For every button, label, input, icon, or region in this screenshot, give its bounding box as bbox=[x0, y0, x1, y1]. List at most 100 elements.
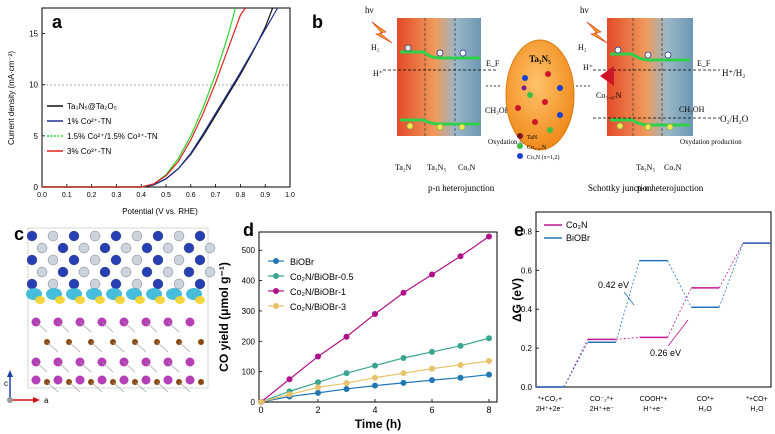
series-line-a-1 bbox=[42, 7, 279, 188]
atom bbox=[119, 375, 129, 385]
charge-density bbox=[75, 296, 85, 304]
atom bbox=[162, 266, 174, 278]
atom bbox=[152, 278, 164, 290]
holes-left bbox=[406, 122, 466, 131]
bond bbox=[178, 381, 191, 393]
bond bbox=[68, 381, 81, 393]
atom bbox=[57, 266, 69, 278]
data-point-d bbox=[343, 385, 350, 392]
panel-b: b H₂ H⁺ E_F CH₃OH Oxydation production T… bbox=[312, 5, 749, 193]
legend-marker-d bbox=[273, 288, 279, 294]
bond bbox=[68, 341, 81, 353]
bond bbox=[123, 361, 136, 373]
charge-density bbox=[195, 296, 205, 304]
energy-connector-0 bbox=[667, 287, 692, 338]
left-conduction-band bbox=[400, 50, 480, 60]
lightning-icon-right bbox=[586, 21, 608, 44]
label-coxn-left: CoₓN bbox=[458, 163, 476, 172]
label-ef-right: E_F bbox=[697, 59, 711, 68]
bond bbox=[90, 341, 103, 353]
x-tick-label-d: 6 bbox=[429, 405, 434, 415]
atom bbox=[173, 278, 185, 290]
label-h2-left: H₂ bbox=[371, 43, 380, 52]
atom bbox=[141, 266, 153, 278]
atom bbox=[47, 254, 59, 266]
axis-origin bbox=[7, 397, 13, 403]
y-tick-label-e: 0.6 bbox=[521, 266, 533, 275]
data-point-d bbox=[486, 371, 492, 378]
axis-ylabel-e: ΔG (eV) bbox=[510, 278, 524, 322]
charge-density bbox=[115, 296, 125, 304]
y-tick-label-d: 500 bbox=[242, 246, 256, 255]
annotation-026-arrow bbox=[667, 319, 689, 347]
ta3n5-particle bbox=[505, 39, 575, 151]
atom bbox=[194, 278, 206, 290]
atom bbox=[194, 254, 206, 266]
energy-connector-0 bbox=[718, 242, 744, 289]
atom bbox=[110, 278, 122, 290]
label-schottky: Schottky junction bbox=[588, 183, 652, 193]
label-h2-right: H₂ bbox=[578, 43, 587, 52]
atom bbox=[110, 230, 122, 242]
x-tick-label-a: 0.3 bbox=[112, 192, 122, 199]
data-point-d bbox=[258, 399, 264, 405]
atom bbox=[36, 242, 48, 254]
atom bbox=[57, 242, 69, 254]
bond bbox=[57, 361, 70, 373]
atom bbox=[152, 230, 164, 242]
category-label-e: *+CO₂+ bbox=[538, 396, 562, 403]
schottky-barrier bbox=[600, 66, 614, 86]
x-tick-label-a: 0.7 bbox=[211, 192, 221, 199]
atom bbox=[198, 339, 204, 345]
y-tick-label-e: 0.0 bbox=[521, 383, 533, 392]
label-ta2n: Ta₂N bbox=[395, 163, 412, 172]
y-tick-label-d: 100 bbox=[242, 368, 256, 377]
plot-a-frame bbox=[41, 7, 291, 188]
atom bbox=[68, 254, 80, 266]
data-point-d bbox=[457, 253, 464, 260]
y-tick-label-a: 5 bbox=[34, 132, 39, 141]
atom bbox=[183, 266, 195, 278]
data-point-d bbox=[486, 335, 492, 342]
x-tick-label-d: 8 bbox=[486, 405, 491, 415]
atom bbox=[131, 230, 143, 242]
bond bbox=[123, 321, 136, 333]
category-label-e: H₂O bbox=[699, 406, 713, 413]
atom bbox=[99, 242, 111, 254]
atom bbox=[198, 379, 204, 385]
legend-marker-d bbox=[273, 273, 279, 279]
atom bbox=[68, 230, 80, 242]
data-point-d bbox=[457, 361, 464, 368]
atom bbox=[120, 242, 132, 254]
axis-c-arrowhead bbox=[7, 370, 13, 377]
right-slab bbox=[607, 18, 693, 136]
bond bbox=[57, 321, 70, 333]
atom bbox=[53, 375, 63, 385]
y-tick-label-a: 15 bbox=[29, 30, 38, 39]
x-tick-label-a: 0.0 bbox=[37, 192, 47, 199]
bond bbox=[46, 341, 59, 353]
x-tick-label-d: 4 bbox=[372, 405, 377, 415]
energy-connector-1 bbox=[667, 260, 692, 308]
label-o2-h2o: O₂/H₂O bbox=[720, 114, 749, 124]
atom bbox=[26, 254, 38, 266]
x-tick-label-a: 0.9 bbox=[260, 192, 270, 199]
legend-coxn-dot bbox=[517, 153, 523, 159]
atom bbox=[89, 254, 101, 266]
atom bbox=[204, 266, 216, 278]
unit-cell bbox=[27, 227, 209, 389]
x-tick-label-a: 0.6 bbox=[186, 192, 196, 199]
legend-label-d: Co₂N/BiOBr-0.5 bbox=[290, 272, 354, 282]
bond bbox=[178, 341, 191, 353]
bond bbox=[167, 321, 180, 333]
atom bbox=[131, 278, 143, 290]
x-tick-label-a: 1.0 bbox=[285, 192, 295, 199]
label-hplus-right: H⁺ bbox=[583, 63, 593, 72]
energy-connector-1 bbox=[718, 242, 744, 308]
label-ch3oh-left: CH₃OH bbox=[485, 106, 511, 115]
data-point-d bbox=[486, 358, 492, 365]
category-label-e: 2H⁺+e⁻ bbox=[590, 406, 615, 413]
bond bbox=[79, 321, 92, 333]
atom bbox=[173, 230, 185, 242]
atom bbox=[75, 375, 85, 385]
